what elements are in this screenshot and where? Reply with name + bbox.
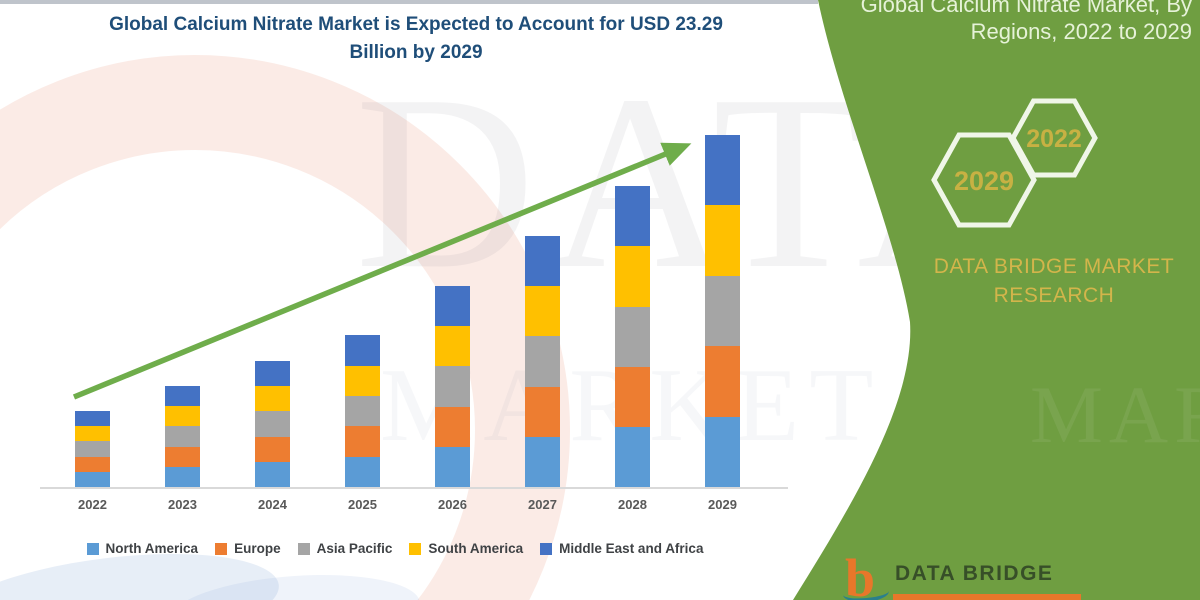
panel-brand-text: DATA BRIDGE MARKET RESEARCH bbox=[900, 252, 1200, 310]
bar-segment-south-america bbox=[75, 426, 110, 442]
bar-segment-europe bbox=[345, 426, 380, 457]
chart-title-line1: Global Calcium Nitrate Market is Expecte… bbox=[109, 14, 723, 35]
legend-swatch-icon bbox=[297, 542, 310, 555]
legend-item-middle-east-and-africa: Middle East and Africa bbox=[540, 541, 703, 556]
bar-segment-south-america bbox=[165, 406, 200, 427]
chart-legend: North America Europe Asia Pacific South Ame… bbox=[0, 541, 790, 556]
bar-segment-europe bbox=[165, 446, 200, 467]
bar-segment-north-america bbox=[615, 426, 650, 487]
legend-item-south-america: South America bbox=[409, 541, 523, 556]
hexagon-year-2029: 2029 bbox=[953, 166, 1015, 196]
legend-label: North America bbox=[105, 541, 199, 556]
legend-item-asia-pacific: Asia Pacific bbox=[297, 541, 393, 556]
bar-2029 bbox=[705, 134, 740, 487]
bar-segment-asia-pacific bbox=[255, 411, 290, 437]
panel-brand-line1: DATA BRIDGE MARKET bbox=[933, 255, 1175, 278]
bar-segment-europe bbox=[255, 436, 290, 462]
panel-title-line2: Regions, 2022 to 2029 bbox=[970, 19, 1192, 44]
legend-item-north-america: North America bbox=[86, 541, 199, 556]
bar-segment-asia-pacific bbox=[705, 275, 740, 347]
bar-segment-north-america bbox=[705, 416, 740, 487]
bar-segment-middle-east-and-africa bbox=[75, 410, 110, 426]
bar-segment-north-america bbox=[525, 436, 560, 487]
bar-segment-north-america bbox=[165, 466, 200, 487]
bar-segment-middle-east-and-africa bbox=[705, 134, 740, 206]
x-axis-label-2023: 2023 bbox=[168, 497, 197, 512]
bar-segment-europe bbox=[705, 346, 740, 417]
bar-segment-south-america bbox=[705, 205, 740, 276]
panel-brand-line2: RESEARCH bbox=[993, 284, 1115, 307]
chart-title-line2: Billion by 2029 bbox=[349, 42, 483, 63]
bar-segment-europe bbox=[435, 406, 470, 447]
legend-swatch-icon bbox=[409, 542, 422, 555]
logo-swoosh bbox=[842, 582, 890, 600]
logo-brand-text: DATA BRIDGE bbox=[895, 562, 1054, 585]
panel-watermark: MARKET RESEARCH bbox=[1030, 369, 1200, 460]
legend-label: Middle East and Africa bbox=[559, 541, 704, 556]
x-axis-label-2024: 2024 bbox=[258, 497, 287, 512]
panel-title: Global Calcium Nitrate Market, By Region… bbox=[832, 0, 1192, 45]
bar-segment-north-america bbox=[255, 461, 290, 487]
x-axis-label-2029: 2029 bbox=[708, 497, 737, 512]
bar-2022 bbox=[75, 410, 110, 487]
chart-title: Global Calcium Nitrate Market is Expecte… bbox=[40, 11, 792, 67]
x-axis-label-2028: 2028 bbox=[618, 497, 647, 512]
hexagon-year-2022: 2022 bbox=[1026, 125, 1082, 153]
bar-segment-north-america bbox=[75, 471, 110, 487]
legend-swatch-icon bbox=[215, 542, 228, 555]
legend-label: Europe bbox=[234, 541, 281, 556]
x-axis-line bbox=[40, 487, 788, 489]
legend-label: Asia Pacific bbox=[316, 541, 393, 556]
logo-b-glyph: b bbox=[845, 548, 876, 600]
bar-segment-north-america bbox=[435, 446, 470, 487]
top-crop-strip bbox=[0, 0, 818, 4]
panel-title-line1: Global Calcium Nitrate Market, By bbox=[860, 0, 1192, 17]
legend-swatch-icon bbox=[540, 542, 553, 555]
bar-segment-asia-pacific bbox=[345, 395, 380, 427]
x-axis-label-2025: 2025 bbox=[348, 497, 377, 512]
legend-swatch-icon bbox=[86, 542, 99, 555]
x-axis-label-2022: 2022 bbox=[78, 497, 107, 512]
hexagon-2029 bbox=[931, 132, 1037, 228]
bar-segment-asia-pacific bbox=[75, 441, 110, 457]
logo-orange-strip bbox=[893, 594, 1081, 600]
x-axis-label-2027: 2027 bbox=[528, 497, 557, 512]
bar-segment-north-america bbox=[345, 456, 380, 487]
bar-segment-asia-pacific bbox=[165, 426, 200, 447]
legend-item-europe: Europe bbox=[215, 541, 281, 556]
legend-label: South America bbox=[428, 541, 524, 556]
x-axis-label-2026: 2026 bbox=[438, 497, 467, 512]
bar-segment-europe bbox=[75, 456, 110, 472]
